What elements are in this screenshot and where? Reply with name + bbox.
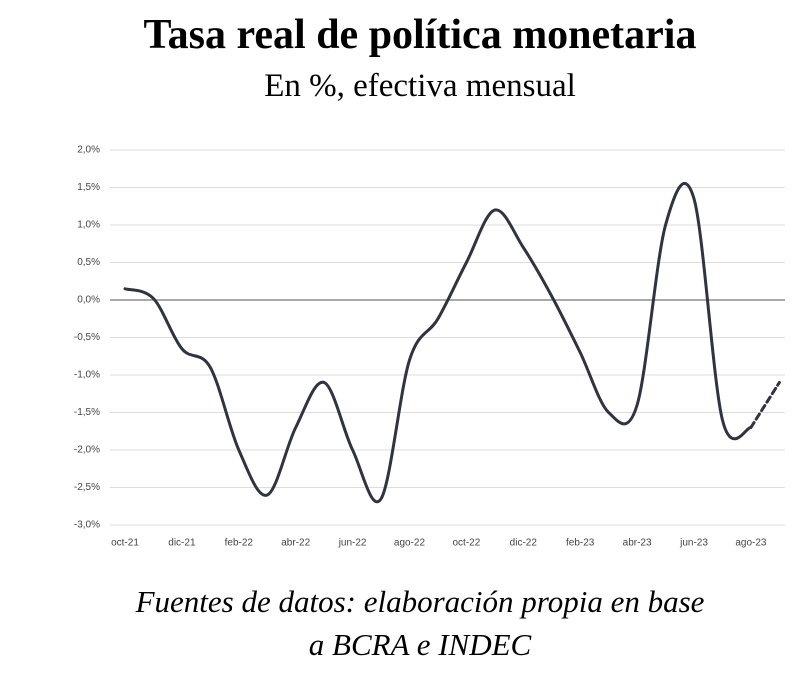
x-tick-label: feb-22	[225, 538, 254, 549]
x-tick-label: feb-23	[566, 538, 595, 549]
x-tick-label: ago-22	[394, 538, 426, 549]
x-tick-label: oct-22	[453, 538, 481, 549]
chart-subtitle: En %, efectiva mensual	[264, 68, 576, 104]
x-tick-label: abr-23	[623, 538, 652, 549]
x-tick-label: oct-21	[111, 538, 139, 549]
y-tick-label: 2,0%	[77, 145, 100, 156]
x-tick-label: ago-23	[735, 538, 767, 549]
y-tick-label: 1,0%	[77, 220, 100, 231]
chart-title: Tasa real de política monetaria	[144, 12, 697, 58]
x-tick-label: jun-23	[679, 538, 708, 549]
x-tick-label: jun-22	[338, 538, 367, 549]
source-note: a BCRA e INDEC	[309, 627, 532, 662]
y-tick-label: 0,5%	[77, 257, 100, 268]
y-tick-label: -2,5%	[74, 482, 100, 493]
y-tick-label: 0,0%	[77, 295, 100, 306]
x-tick-label: abr-22	[281, 538, 310, 549]
line	[749, 381, 781, 429]
y-tick-label: 1,5%	[77, 182, 100, 193]
y-tick-label: -1,5%	[74, 407, 100, 418]
y-tick-label: -0,5%	[74, 332, 100, 343]
source-note: Fuentes de datos: elaboración propia en …	[135, 584, 705, 619]
y-tick-label: -3,0%	[74, 520, 100, 531]
line	[123, 182, 753, 504]
y-tick-label: -1,0%	[74, 370, 100, 381]
x-tick-label: dic-22	[510, 538, 538, 549]
y-tick-label: -2,0%	[74, 445, 100, 456]
x-tick-label: dic-21	[168, 538, 196, 549]
